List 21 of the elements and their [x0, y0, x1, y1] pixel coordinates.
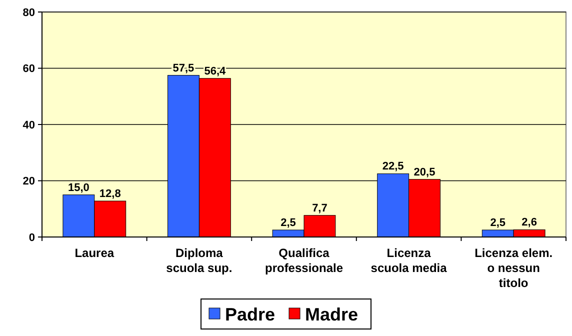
y-tick-label: 40 — [22, 119, 35, 132]
legend-label: Madre — [305, 304, 358, 324]
x-tick-label: Diploma scuola sup. — [166, 246, 232, 275]
data-label: 20,5 — [414, 166, 436, 178]
y-tick-label: 20 — [22, 176, 35, 188]
data-label: 12,8 — [99, 188, 121, 200]
legend-label: Padre — [225, 304, 276, 324]
data-label: 15,0 — [68, 182, 90, 194]
y-tick-label: 0 — [28, 232, 35, 244]
data-label: 2,5 — [280, 216, 296, 229]
y-tick-label: 60 — [22, 63, 35, 76]
data-label: 2,5 — [490, 216, 506, 229]
data-label: 56,4 — [204, 65, 226, 78]
x-tick-label: Licenza elem. o nessun titolo — [474, 246, 553, 290]
y-tick-label: 80 — [22, 6, 35, 19]
data-label: 7,7 — [312, 202, 328, 214]
data-label: 2,6 — [522, 216, 537, 229]
data-label: 22,5 — [382, 160, 404, 173]
x-tick-label: Laurea — [74, 246, 114, 260]
x-tick-label: Qualifica professionale — [264, 246, 344, 275]
x-tick-label: Licenza scuola media — [370, 246, 448, 275]
